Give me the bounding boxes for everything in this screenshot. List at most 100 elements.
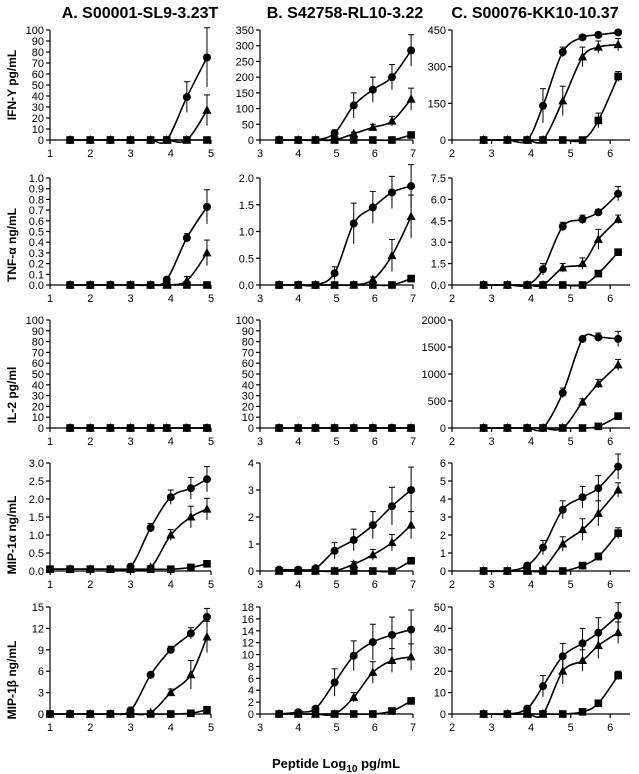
- data-point-circle: [578, 215, 587, 224]
- y-tick-label: 60: [32, 69, 44, 81]
- data-point-square: [294, 281, 303, 289]
- series-line-triangle: [49, 508, 208, 572]
- y-tick-label: 10: [242, 650, 254, 662]
- x-tick-label: 3: [488, 579, 494, 591]
- data-point-circle: [330, 678, 339, 687]
- y-tick-label: 100: [236, 104, 254, 116]
- y-tick-label: 90: [242, 326, 254, 338]
- y-tick-label: 0: [248, 423, 254, 435]
- data-point-square: [594, 552, 603, 561]
- column-titles: A. S00001-SL9-3.23T B. S42758-RL10-3.22 …: [62, 5, 619, 22]
- y-tick-label: 9: [38, 645, 44, 657]
- data-point-triangle: [166, 687, 176, 697]
- data-point-square: [330, 136, 339, 144]
- x-tick-label: 2: [449, 722, 455, 734]
- data-point-circle: [578, 33, 587, 42]
- data-point-square: [479, 710, 488, 718]
- series-triangle: [479, 358, 623, 432]
- x-tick-label: 2: [87, 579, 93, 591]
- data-point-square: [407, 274, 415, 283]
- data-point-square: [126, 565, 135, 573]
- y-tick-label: 40: [32, 91, 44, 103]
- y-tick-label: 30: [32, 391, 44, 403]
- x-tick-label: 3: [257, 148, 263, 160]
- series-triangle: [274, 87, 416, 144]
- data-point-square: [558, 424, 567, 432]
- y-tick-label: 1.0: [239, 227, 254, 239]
- y-tick-label: 1: [248, 539, 254, 551]
- data-point-circle: [614, 462, 623, 471]
- data-point-circle: [614, 28, 623, 37]
- data-point-triangle: [406, 520, 416, 529]
- data-point-square: [162, 136, 171, 144]
- data-point-triangle: [613, 214, 623, 223]
- x-tick-label: 3: [488, 436, 494, 448]
- x-tick-label: 3: [257, 293, 263, 305]
- data-point-square: [349, 710, 358, 718]
- data-point-square: [294, 567, 303, 575]
- data-point-triangle: [593, 378, 603, 388]
- panel-r0-c1: 0 50 100 150 200 250 300 350 3 4 5 6 7: [236, 25, 416, 160]
- series-square: [479, 248, 622, 289]
- y-tick-label: 3.0: [29, 458, 44, 470]
- y-tick-label: 2.0: [239, 173, 254, 185]
- data-point-triangle: [186, 512, 196, 521]
- x-tick-label: 1: [47, 579, 53, 591]
- x-tick-label: 4: [295, 436, 301, 448]
- y-tick-label: 1.5: [239, 200, 254, 212]
- data-point-square: [614, 529, 622, 537]
- y-tick-label: 150: [236, 88, 254, 100]
- data-point-square: [503, 710, 512, 718]
- data-point-square: [388, 136, 396, 144]
- y-tick-label: 2: [248, 512, 254, 524]
- data-point-circle: [166, 645, 175, 654]
- data-point-square: [503, 136, 512, 144]
- series-triangle: [45, 497, 212, 573]
- data-point-triangle: [406, 94, 416, 103]
- data-point-square: [183, 281, 191, 289]
- x-tick-label: 5: [333, 722, 339, 734]
- panel-r1-c2: 0.0 1.5 3.0 4.5 6.0 7.5 2 3 4 5 6: [431, 173, 630, 305]
- series-square: [479, 71, 622, 144]
- panel-r3-c1: 0 1 2 3 4 3 4 5 6 7: [248, 458, 416, 591]
- series-circle: [66, 189, 211, 289]
- data-point-square: [183, 136, 191, 144]
- data-point-circle: [407, 486, 416, 494]
- data-point-square: [275, 567, 283, 575]
- data-point-square: [578, 561, 587, 570]
- series-square: [275, 131, 415, 144]
- data-point-circle: [202, 475, 211, 484]
- data-point-circle: [166, 493, 175, 502]
- y-tick-label: 12: [242, 638, 254, 650]
- x-tick-label: 5: [208, 579, 214, 591]
- data-point-square: [594, 699, 603, 708]
- data-point-circle: [330, 269, 339, 278]
- panel-r1-c0: 0.00.10.20.30.40.50.60.70.80.91.0 1 2 3 4 5: [29, 173, 214, 305]
- x-tick-label: 1: [47, 436, 53, 448]
- data-point-square: [539, 710, 547, 718]
- data-point-square: [126, 710, 135, 718]
- data-point-circle: [330, 546, 339, 555]
- y-tick-label: 8: [248, 661, 254, 673]
- data-point-triangle: [368, 549, 378, 559]
- x-tick-label: 4: [295, 722, 301, 734]
- y-tick-label: 50: [32, 369, 44, 381]
- x-tick-label: 5: [568, 579, 574, 591]
- x-tick-label: 2: [449, 148, 455, 160]
- y-tick-label: 40: [242, 380, 254, 392]
- data-point-circle: [349, 219, 358, 228]
- data-point-square: [388, 567, 396, 575]
- data-point-triangle: [368, 667, 378, 676]
- x-tick-label: 7: [410, 148, 416, 160]
- panel-r1-c1: 0.0 0.5 1.0 1.5 2.0 3 4 5 6 7: [239, 164, 416, 305]
- ylabel-mip1a: MIP-1α ng/mL: [5, 496, 19, 575]
- data-point-square: [330, 710, 339, 718]
- y-tick-label: 100: [26, 315, 44, 327]
- panel-r4-c2: 0 10 20 30 40 50 2 3 4 5 6: [434, 602, 630, 734]
- data-point-square: [558, 710, 567, 718]
- x-tick-label: 6: [372, 293, 378, 305]
- data-point-square: [407, 556, 415, 565]
- data-point-square: [479, 567, 488, 575]
